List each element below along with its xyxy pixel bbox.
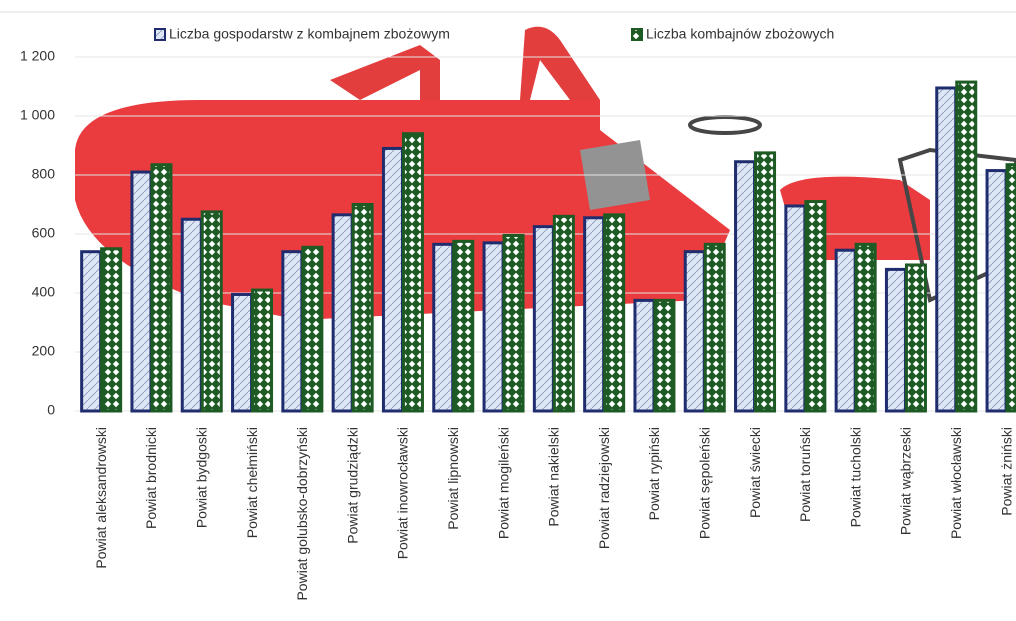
bar <box>331 213 354 413</box>
bar <box>804 200 827 413</box>
bar <box>603 213 626 413</box>
x-tick-label: Powiat brodnicki <box>143 427 159 529</box>
x-tick-label: Powiat chełmiński <box>244 427 260 538</box>
y-tick-label: 1 200 <box>20 48 55 64</box>
bar <box>532 225 555 413</box>
bar <box>734 160 757 413</box>
legend-swatch <box>154 28 166 41</box>
bar <box>452 239 475 413</box>
bar <box>130 170 153 413</box>
x-tick-label: Powiat inowrocławski <box>395 427 411 559</box>
bar <box>100 247 123 413</box>
bar <box>935 86 958 413</box>
y-tick-label: 0 <box>47 402 55 418</box>
x-tick-label: Powiat żniński <box>998 427 1014 516</box>
x-tick-label: Powiat rypiński <box>646 427 662 520</box>
bar <box>653 298 676 413</box>
x-tick-label: Powiat tucholski <box>847 427 863 527</box>
x-tick-label: Powiat radziejowski <box>596 427 612 549</box>
plot: 0 200 400 600 800 1 000 1 200 Powiat aleksandro… <box>20 26 1016 601</box>
x-tick-label: Powiat świecki <box>747 427 763 518</box>
bar <box>251 288 274 413</box>
x-tick-label: Powiat lipnowski <box>445 427 461 530</box>
y-tick-label: 800 <box>32 166 56 182</box>
x-tick-label: Powiat toruński <box>797 427 813 522</box>
x-tick-label: Powiat golubsko-dobrzyński <box>294 427 310 601</box>
x-tick-label: Powiat mogileński <box>495 427 511 539</box>
bar <box>432 242 455 413</box>
y-tick-label: 600 <box>32 225 56 241</box>
bar <box>281 250 304 413</box>
legend-label: Liczba kombajnów zbożowych <box>646 26 834 42</box>
bar <box>784 204 807 413</box>
legend-swatch <box>631 28 643 41</box>
bar <box>834 248 857 413</box>
bar <box>200 210 223 413</box>
legend-label: Liczba gospodarstw z kombajnem zbożowym <box>169 26 450 42</box>
bar <box>381 146 404 413</box>
x-tick-label: Powiat bydgoski <box>193 427 209 528</box>
x-tick-label: Powiat aleksandrowski <box>93 427 109 569</box>
bar <box>80 250 103 413</box>
y-tick-label: 400 <box>32 284 56 300</box>
bar <box>583 216 606 413</box>
x-tick-label: Powiat włocławski <box>948 427 964 539</box>
bar <box>482 241 505 413</box>
y-tick-label: 1 000 <box>20 107 55 123</box>
bar <box>633 298 656 413</box>
bar <box>180 217 203 413</box>
x-tick-label: Powiat nakielski <box>546 427 562 527</box>
bar <box>884 267 907 413</box>
bar <box>351 203 374 413</box>
x-tick-label: Powiat wąbrzeski <box>898 427 914 535</box>
bar <box>231 292 254 413</box>
x-tick-label: Powiat grudziądzki <box>344 427 360 544</box>
bar <box>683 250 706 413</box>
bar <box>401 132 424 413</box>
bar <box>955 80 978 413</box>
bar <box>904 263 927 413</box>
bar <box>754 151 777 413</box>
bar <box>150 163 173 413</box>
bar <box>301 245 324 413</box>
bar <box>985 169 1008 413</box>
bar <box>502 233 525 413</box>
bar <box>1005 163 1016 413</box>
y-tick-label: 200 <box>32 343 56 359</box>
bar <box>703 242 726 413</box>
bar <box>854 242 877 413</box>
x-tick-label: Powiat sępoleński <box>696 427 712 539</box>
bar <box>552 214 575 413</box>
